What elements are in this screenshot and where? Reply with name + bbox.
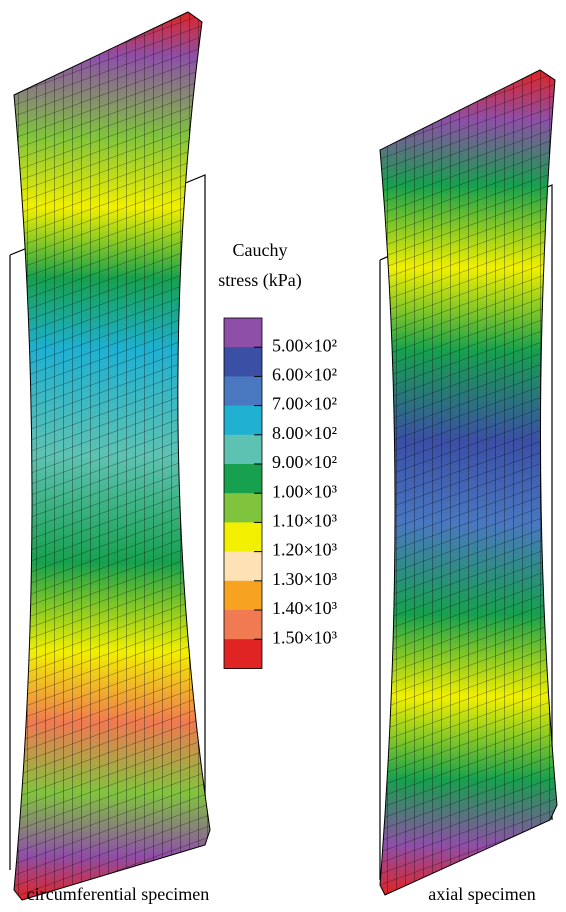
color-swatch bbox=[224, 610, 262, 640]
color-swatch bbox=[224, 551, 262, 582]
color-swatch bbox=[224, 434, 262, 465]
legend-label: 1.40×10³ bbox=[272, 598, 338, 618]
color-swatch bbox=[224, 405, 262, 436]
legend-label: 1.00×10³ bbox=[272, 481, 338, 501]
color-swatch bbox=[224, 522, 262, 553]
color-swatch bbox=[224, 347, 262, 377]
legend-label: 1.20×10³ bbox=[272, 540, 338, 560]
legend-label: 8.00×10² bbox=[272, 423, 337, 443]
color-swatch bbox=[224, 580, 262, 611]
colorbar: 5.00×10² 6.00×10² 7.00×10² 8.00×10² 9.00×10²… bbox=[223, 317, 338, 669]
legend-label: 6.00×10² bbox=[272, 365, 337, 385]
legend-label: 1.50×10³ bbox=[272, 627, 338, 647]
color-swatch bbox=[224, 639, 262, 669]
legend-label: 9.00×10² bbox=[272, 452, 337, 472]
color-swatch bbox=[224, 318, 262, 348]
color-swatch bbox=[224, 493, 262, 523]
color-swatch bbox=[224, 376, 262, 407]
legend-label: 1.10×10³ bbox=[272, 511, 338, 531]
caption: circumferential specimen bbox=[27, 884, 209, 904]
legend-label: 1.30×10³ bbox=[272, 569, 338, 589]
legend-label: 7.00×10² bbox=[272, 394, 337, 414]
legend-label: 5.00×10² bbox=[272, 335, 337, 355]
caption: axial specimen bbox=[428, 884, 535, 904]
axial-specimen bbox=[379, 69, 558, 896]
circumferential-specimen bbox=[9, 11, 211, 901]
legend-title: stress (kPa) bbox=[218, 270, 302, 291]
color-swatch bbox=[224, 464, 262, 494]
legend-title: Cauchy bbox=[233, 240, 288, 260]
